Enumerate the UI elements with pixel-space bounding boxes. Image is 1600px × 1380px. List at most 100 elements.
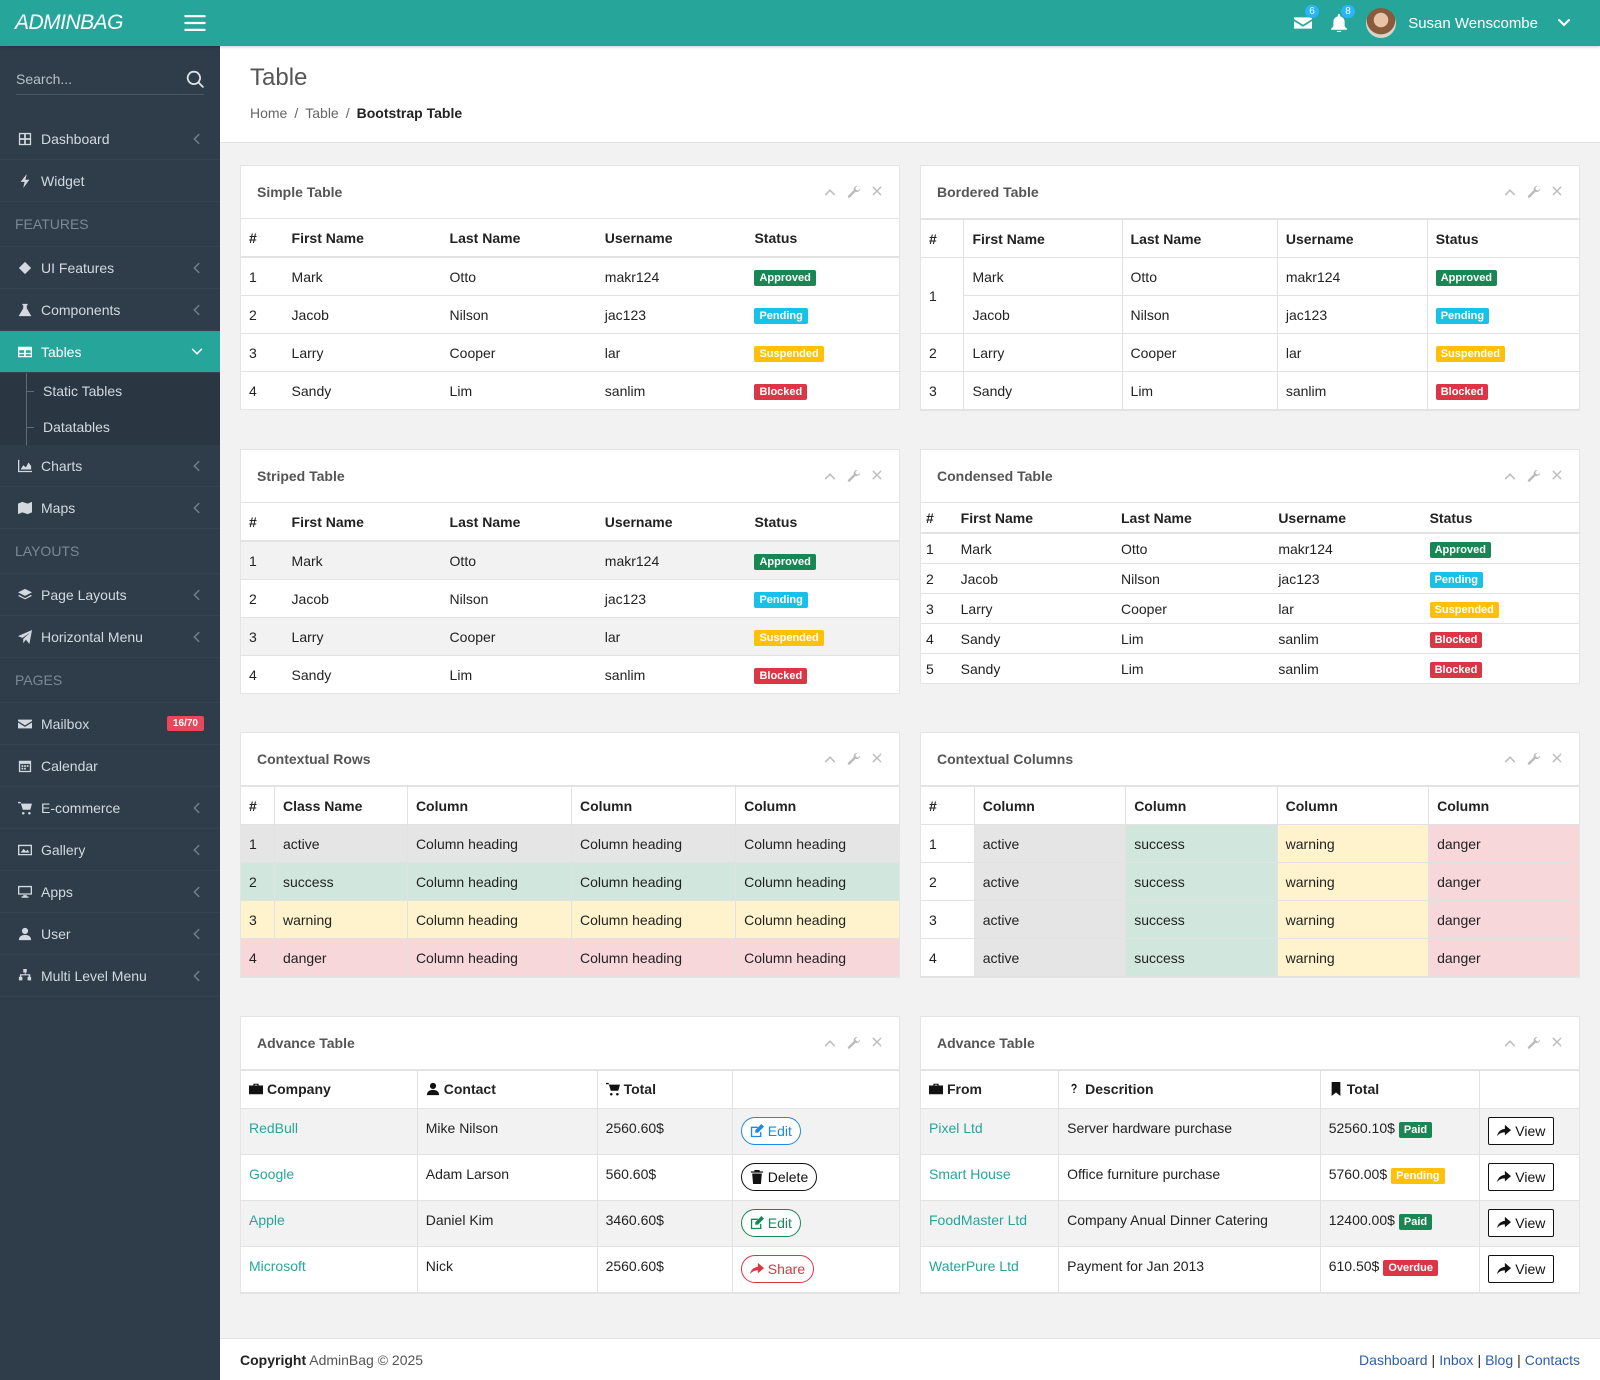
company-link[interactable]: Pixel Ltd xyxy=(929,1120,983,1136)
search-box[interactable]: Search... xyxy=(16,70,204,95)
table-cell: jac123 xyxy=(596,579,747,618)
settings-button[interactable] xyxy=(1527,185,1541,199)
settings-button[interactable] xyxy=(847,752,861,766)
footer-link[interactable]: Dashboard xyxy=(1359,1351,1428,1368)
logo[interactable]: ADMINBAG xyxy=(15,11,124,34)
close-button[interactable] xyxy=(871,185,883,197)
collapse-button[interactable] xyxy=(1503,752,1517,766)
collapse-button[interactable] xyxy=(823,1036,837,1050)
menu-item[interactable]: Dashboard xyxy=(0,118,220,160)
menu-item[interactable]: UI Features xyxy=(0,247,220,289)
settings-button[interactable] xyxy=(1527,752,1541,766)
close-button[interactable] xyxy=(1551,185,1563,197)
table-cell: Sandy xyxy=(955,623,1116,654)
table-cell: Mark xyxy=(283,540,442,580)
menu-item[interactable]: E-commerce xyxy=(0,787,220,829)
breadcrumb-item[interactable]: Table xyxy=(305,105,339,121)
user-name[interactable]: Susan Wenscombe xyxy=(1408,14,1538,32)
action-button[interactable]: View xyxy=(1488,1255,1555,1283)
close-button[interactable] xyxy=(871,752,883,764)
menu-toggle[interactable] xyxy=(184,12,206,34)
button-label: Edit xyxy=(767,1123,792,1139)
menu-icon-shape xyxy=(18,719,32,728)
table-cell: Larry xyxy=(963,333,1123,372)
menu-item[interactable]: Horizontal Menu xyxy=(0,616,220,658)
collapse-button[interactable] xyxy=(823,185,837,199)
footer-link[interactable]: Inbox xyxy=(1439,1351,1474,1368)
button-icon-shape xyxy=(749,1262,764,1275)
close-button[interactable] xyxy=(871,469,883,481)
company-link[interactable]: WaterPure Ltd xyxy=(929,1258,1019,1274)
search: Search... xyxy=(0,46,220,118)
breadcrumb-item[interactable]: Home xyxy=(250,105,288,121)
mail-button[interactable]: 6 xyxy=(1294,5,1319,32)
action-button[interactable]: Share xyxy=(740,1255,815,1283)
company-link[interactable]: Smart House xyxy=(929,1166,1011,1182)
table-cell: Suspended xyxy=(746,333,899,372)
menu-item[interactable]: Page Layouts xyxy=(0,574,220,616)
action-button[interactable]: Edit xyxy=(740,1209,801,1237)
menu-item[interactable]: Tables xyxy=(0,331,220,373)
header-cell: # xyxy=(921,786,975,825)
close-button[interactable] xyxy=(1551,752,1563,764)
settings-button[interactable] xyxy=(847,1036,861,1050)
header-cell: Last Name xyxy=(441,503,597,542)
table-cell: 4 xyxy=(241,371,284,409)
menu-item[interactable]: Charts xyxy=(0,445,220,487)
collapse-button[interactable] xyxy=(823,752,837,766)
company-link[interactable]: Google xyxy=(249,1166,295,1182)
menu-label: Components xyxy=(41,301,121,318)
status-badge: Blocked xyxy=(1429,661,1483,678)
company-link[interactable]: RedBull xyxy=(249,1120,299,1136)
collapse-button[interactable] xyxy=(1503,185,1517,199)
close-button[interactable] xyxy=(871,1036,883,1048)
action-button[interactable]: View xyxy=(1488,1209,1555,1237)
table-cell: 1 xyxy=(921,824,975,863)
header-cell: Class Name xyxy=(274,786,408,825)
action-button[interactable]: View xyxy=(1488,1117,1555,1145)
submenu-item[interactable]: Datatables xyxy=(0,409,220,445)
settings-button[interactable] xyxy=(1527,469,1541,483)
menu-item[interactable]: User xyxy=(0,913,220,955)
menu-item[interactable]: Multi Level Menu xyxy=(0,955,220,997)
company-link[interactable]: Microsoft xyxy=(249,1258,306,1274)
notification-button[interactable]: 8 xyxy=(1330,5,1355,32)
table-row: 1 Mark Otto makr124 Approved xyxy=(921,257,1579,334)
menu-item[interactable]: Widget xyxy=(0,160,220,202)
close-button-shape xyxy=(1552,1037,1562,1047)
collapse-button[interactable] xyxy=(1503,1036,1517,1050)
settings-button[interactable] xyxy=(1527,1036,1541,1050)
company-link[interactable]: Apple xyxy=(249,1212,285,1228)
menu-item[interactable]: Maps xyxy=(0,487,220,529)
collapse-button[interactable] xyxy=(1503,469,1517,483)
company-link[interactable]: FoodMaster Ltd xyxy=(929,1212,1028,1228)
menu-item[interactable]: Gallery xyxy=(0,829,220,871)
panel-header: Striped Table xyxy=(241,450,899,503)
table-cell: Smart House xyxy=(921,1154,1060,1201)
action-button[interactable]: View xyxy=(1488,1163,1555,1191)
button-label: View xyxy=(1515,1169,1546,1185)
menu-item[interactable]: Apps xyxy=(0,871,220,913)
button-icon xyxy=(750,1216,764,1230)
submenu-item[interactable]: Static Tables xyxy=(0,373,220,409)
table-cell: active xyxy=(973,938,1127,977)
table-cell: Company Anual Dinner Catering xyxy=(1058,1200,1321,1247)
footer-link[interactable]: Contacts xyxy=(1524,1351,1580,1368)
collapse-button[interactable] xyxy=(823,469,837,483)
close-button[interactable] xyxy=(1551,469,1563,481)
user-menu-toggle[interactable] xyxy=(1556,15,1572,31)
avatar[interactable] xyxy=(1366,8,1397,38)
menu-item[interactable]: Mailbox 16/70 xyxy=(0,703,220,745)
menu-item[interactable]: Calendar xyxy=(0,745,220,787)
close-button[interactable] xyxy=(1551,1036,1563,1048)
breadcrumb-item: Bootstrap Table xyxy=(356,105,463,121)
action-button[interactable]: Edit xyxy=(740,1117,801,1145)
settings-button[interactable] xyxy=(847,185,861,199)
table-row: 4 danger Column heading Column heading Colum… xyxy=(241,938,899,977)
table-row: 5 Sandy Lim sanlim Blocked xyxy=(921,653,1579,683)
collapse-button-shape xyxy=(1504,473,1516,480)
settings-button[interactable] xyxy=(847,469,861,483)
action-button[interactable]: Delete xyxy=(740,1163,818,1191)
footer-link[interactable]: Blog xyxy=(1485,1351,1514,1368)
menu-item[interactable]: Components xyxy=(0,289,220,331)
